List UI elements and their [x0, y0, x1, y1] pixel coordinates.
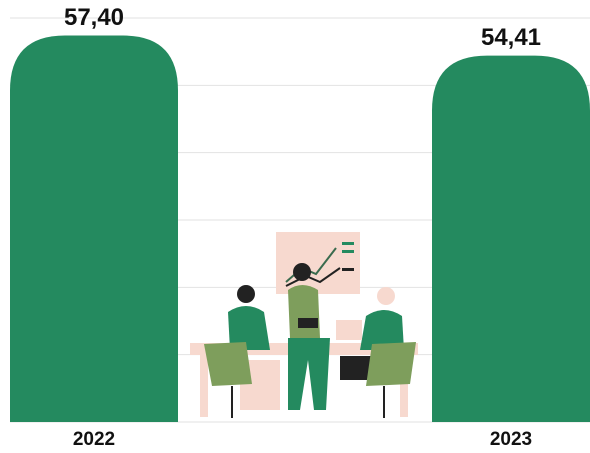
- board-line: [285, 267, 341, 287]
- chair: [366, 342, 416, 386]
- board-mark: [342, 242, 354, 245]
- laptop: [298, 318, 318, 328]
- bar: [10, 35, 178, 423]
- person-body: [360, 310, 404, 350]
- person-head: [237, 285, 255, 303]
- laptop: [336, 320, 362, 340]
- table-leg: [400, 355, 408, 417]
- illustration: [190, 232, 418, 418]
- person-body: [228, 306, 270, 350]
- chair: [204, 342, 252, 386]
- person-head: [293, 263, 311, 281]
- person-body: [288, 285, 320, 338]
- table-leg: [200, 355, 208, 417]
- board-mark: [342, 250, 354, 253]
- person-legs: [288, 338, 330, 410]
- x-tick-label: 2022: [73, 429, 115, 450]
- person-head: [377, 287, 395, 305]
- value-label: 57,40: [64, 4, 124, 31]
- bar: [432, 55, 590, 422]
- board-mark: [342, 268, 354, 271]
- x-tick-label: 2023: [490, 429, 532, 450]
- value-label: 54,41: [481, 24, 541, 51]
